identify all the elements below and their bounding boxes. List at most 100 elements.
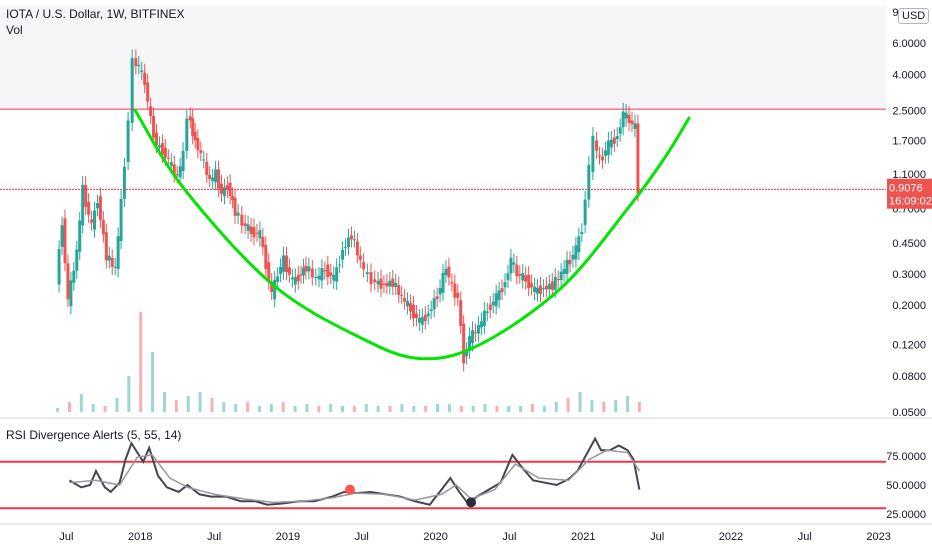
candle-body <box>482 310 486 327</box>
candle-body <box>417 317 421 323</box>
candle-body <box>512 262 516 265</box>
candle-body <box>157 145 161 148</box>
cup-curve[interactable] <box>133 108 691 361</box>
price-tick-label: 0.1200 <box>892 340 926 352</box>
candle-body <box>155 132 159 146</box>
time-tick-label: Jul <box>798 531 812 543</box>
time-tick-label: Jul <box>502 531 516 543</box>
candle-body <box>196 138 200 151</box>
candle-body <box>429 309 433 312</box>
symbol-title[interactable]: IOTA / U.S. Dollar, 1W, BITFINEX <box>6 7 185 21</box>
price-tick-label: 1.7000 <box>892 135 926 147</box>
candle-body <box>104 232 108 261</box>
candle-body <box>217 169 221 189</box>
candle-body <box>447 266 451 278</box>
candle-body <box>450 282 454 284</box>
candle-body <box>503 282 507 288</box>
rsi-title[interactable]: RSI Divergence Alerts (5, 55, 14) <box>6 428 182 442</box>
candle-body <box>81 184 85 226</box>
candle-body <box>491 301 495 306</box>
candle-body <box>606 140 610 156</box>
volume-bar <box>127 376 131 412</box>
candle-body <box>400 294 404 296</box>
candle-body <box>95 203 99 209</box>
candle-body <box>122 166 126 199</box>
candle-body <box>636 123 640 194</box>
candle-body <box>75 249 79 271</box>
price-badge <box>887 178 932 209</box>
candle-body <box>633 123 637 129</box>
volume-bar <box>222 402 226 412</box>
price-tick-label: 0.2000 <box>892 300 926 312</box>
candle-body <box>444 268 448 276</box>
candle-body <box>373 279 377 283</box>
candle-body <box>258 230 262 239</box>
volume-bar <box>364 404 368 412</box>
candle-body <box>530 283 534 288</box>
candle-body <box>188 116 192 121</box>
price-tick-label: 0.3000 <box>892 269 926 281</box>
candle-body <box>267 262 271 282</box>
currency-button[interactable]: USD <box>898 8 930 24</box>
volume-bar <box>305 404 309 412</box>
chart-legend: IOTA / U.S. Dollar, 1W, BITFINEX Vol <box>6 6 184 38</box>
candle-body <box>550 281 554 290</box>
candle-body <box>116 236 120 270</box>
candle-body <box>524 275 528 282</box>
candle-body <box>465 350 469 357</box>
candle-body <box>273 279 277 300</box>
candle-body <box>208 174 212 179</box>
candle-body <box>574 245 578 260</box>
candle-body <box>509 257 513 274</box>
volume-bar <box>388 406 392 412</box>
candle-body <box>411 304 415 319</box>
volume-bar <box>495 406 499 412</box>
candle-body <box>583 199 587 226</box>
candle-body <box>580 232 584 235</box>
volume-bar <box>246 402 250 412</box>
time-tick-label: Jul <box>207 531 221 543</box>
candle-body <box>60 225 64 247</box>
candle-body <box>500 288 504 293</box>
candle-body <box>426 313 430 317</box>
candle-body <box>296 274 300 282</box>
volume-bar <box>257 406 261 412</box>
candle-body <box>600 156 604 161</box>
candle-body <box>222 187 226 197</box>
candle-body <box>488 304 492 311</box>
candle-body <box>69 280 73 307</box>
volume-bar <box>602 402 606 412</box>
candle-body <box>314 277 318 279</box>
candle-body <box>110 257 114 267</box>
volume-bar <box>412 406 416 412</box>
candle-body <box>485 311 489 313</box>
candle-body <box>261 236 265 248</box>
candle-body <box>57 249 61 285</box>
price-tick-label: 0.4500 <box>892 238 926 250</box>
candle-body <box>140 70 144 72</box>
volume-bar <box>115 398 119 412</box>
volume-bar <box>578 392 582 412</box>
candle-body <box>406 300 410 307</box>
time-tick-label: Jul <box>650 531 664 543</box>
candle-body <box>90 219 94 223</box>
candle-body <box>355 241 359 256</box>
candle-body <box>193 131 197 141</box>
candle-body <box>246 224 250 231</box>
volume-bar <box>186 396 190 412</box>
candle-body <box>290 277 294 280</box>
volume-bar <box>471 406 475 412</box>
volume-bar <box>56 408 60 412</box>
candle-body <box>284 255 288 273</box>
candle-body <box>236 212 240 216</box>
candle-body <box>562 269 566 274</box>
candle-body <box>397 285 401 295</box>
volume-bar <box>507 406 511 412</box>
candle-body <box>521 273 525 281</box>
candle-body <box>181 150 185 172</box>
candle-body <box>376 280 380 285</box>
candle-body <box>403 297 407 302</box>
candle-body <box>113 266 117 268</box>
time-tick-label: Jul <box>59 531 73 543</box>
candle-body <box>299 274 303 276</box>
